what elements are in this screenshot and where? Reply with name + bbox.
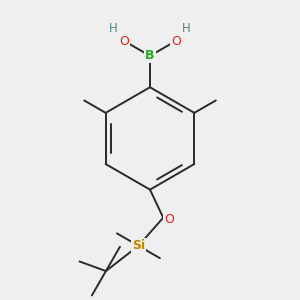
- Text: Si: Si: [132, 239, 145, 252]
- Text: H: H: [109, 22, 118, 35]
- Text: O: O: [119, 34, 129, 47]
- Text: O: O: [171, 34, 181, 47]
- Text: O: O: [164, 213, 174, 226]
- Text: B: B: [145, 50, 155, 62]
- Text: H: H: [182, 22, 191, 35]
